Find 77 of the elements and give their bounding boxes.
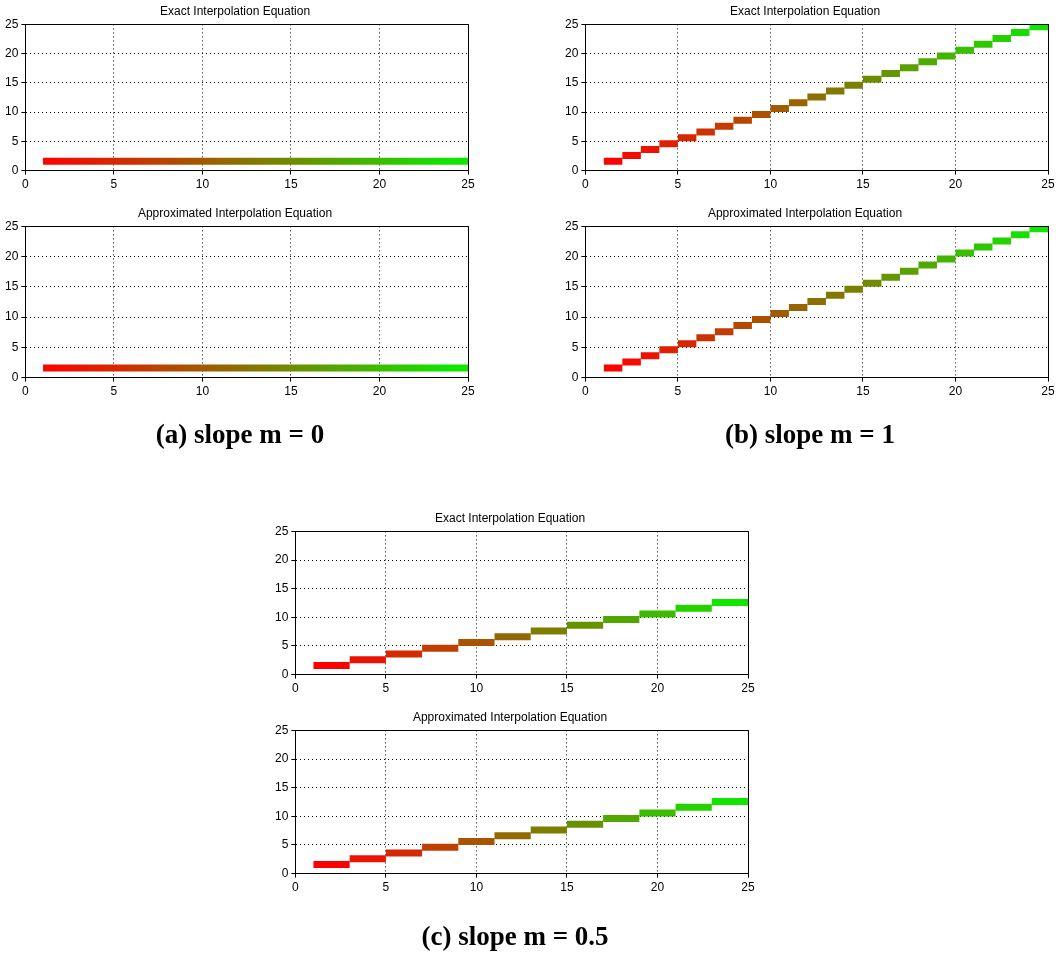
- y-tick-label: 0: [571, 162, 579, 177]
- y-tick-label: 10: [4, 309, 19, 324]
- x-tick-label: 25: [741, 681, 755, 696]
- y-tick-label: 5: [11, 339, 19, 354]
- x-tick-label: 5: [382, 880, 390, 895]
- y-tick-label: 25: [274, 722, 289, 737]
- y-tick-label: 15: [274, 580, 289, 595]
- y-tick-label: 20: [564, 248, 579, 263]
- x-tick-label: 25: [1041, 177, 1055, 192]
- y-tick-label: 20: [4, 248, 19, 263]
- y-tick-label: 25: [564, 16, 579, 31]
- x-tick-label: 0: [292, 681, 299, 696]
- y-tick-label: 0: [11, 162, 19, 177]
- y-tick-label: 25: [4, 218, 19, 233]
- y-tick-label: 0: [281, 666, 289, 681]
- chart-title: Exact Interpolation Equation: [434, 510, 586, 525]
- x-tick-label: 15: [856, 384, 870, 399]
- x-tick-label: 0: [582, 177, 589, 192]
- y-tick-label: 0: [281, 865, 289, 880]
- x-tick-label: 15: [856, 177, 870, 192]
- y-tick-label: 15: [4, 75, 19, 90]
- y-tick-label: 25: [4, 16, 19, 31]
- y-tick-label: 20: [4, 45, 19, 60]
- x-tick-label: 20: [372, 177, 387, 192]
- x-tick-label: 25: [461, 384, 475, 399]
- x-tick-label: 10: [469, 681, 484, 696]
- y-tick-label: 10: [274, 609, 289, 624]
- x-tick-label: 5: [110, 384, 118, 399]
- y-tick-label: 10: [564, 104, 579, 119]
- chart-title: Approximated Interpolation Equation: [707, 205, 903, 220]
- y-tick-label: 5: [571, 339, 579, 354]
- x-tick-label: 20: [948, 177, 963, 192]
- x-tick-label: 10: [195, 384, 210, 399]
- x-tick-label: 25: [1041, 384, 1055, 399]
- y-tick-label: 20: [274, 552, 289, 567]
- x-tick-label: 20: [650, 880, 665, 895]
- x-tick-label: 0: [292, 880, 299, 895]
- x-tick-label: 5: [674, 384, 682, 399]
- chart-title: Approximated Interpolation Equation: [137, 205, 333, 220]
- y-tick-label: 10: [274, 808, 289, 823]
- y-tick-label: 25: [564, 218, 579, 233]
- chart-title: Exact Interpolation Equation: [729, 3, 881, 18]
- x-tick-label: 10: [195, 177, 210, 192]
- x-tick-label: 10: [469, 880, 484, 895]
- x-tick-label: 0: [22, 177, 29, 192]
- text: (b) slope m = 1: [725, 419, 895, 450]
- text: (a) slope m = 0: [155, 419, 325, 450]
- x-tick-label: 0: [22, 384, 29, 399]
- y-tick-label: 5: [281, 638, 289, 653]
- x-tick-label: 10: [763, 384, 778, 399]
- y-tick-label: 5: [571, 133, 579, 148]
- y-tick-label: 15: [564, 279, 579, 294]
- y-tick-label: 5: [11, 133, 19, 148]
- y-tick-label: 20: [564, 45, 579, 60]
- x-tick-label: 25: [741, 880, 755, 895]
- x-tick-label: 0: [582, 384, 589, 399]
- y-tick-label: 5: [281, 837, 289, 852]
- y-tick-label: 15: [4, 279, 19, 294]
- x-tick-label: 5: [382, 681, 390, 696]
- x-tick-label: 25: [461, 177, 475, 192]
- y-tick-label: 0: [571, 369, 579, 384]
- y-tick-label: 10: [564, 309, 579, 324]
- chart-title: Exact Interpolation Equation: [159, 3, 311, 18]
- text: (c) slope m = 0.5: [421, 921, 609, 952]
- y-tick-label: 0: [11, 369, 19, 384]
- y-tick-label: 25: [274, 523, 289, 538]
- y-tick-label: 15: [564, 75, 579, 90]
- y-tick-label: 20: [274, 751, 289, 766]
- x-tick-label: 5: [674, 177, 682, 192]
- x-tick-label: 20: [650, 681, 665, 696]
- chart-title: Approximated Interpolation Equation: [412, 709, 608, 724]
- x-tick-label: 10: [763, 177, 778, 192]
- y-tick-label: 15: [274, 779, 289, 794]
- y-tick-label: 10: [4, 104, 19, 119]
- x-tick-label: 20: [948, 384, 963, 399]
- x-tick-label: 5: [110, 177, 118, 192]
- x-tick-label: 20: [372, 384, 387, 399]
